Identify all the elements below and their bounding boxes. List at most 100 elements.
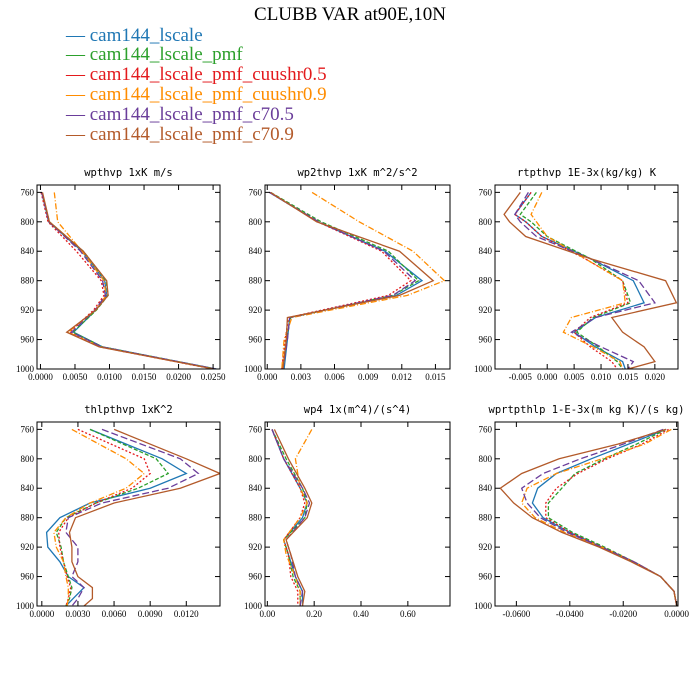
legend-entry-cam144-lscale: — cam144_lscale (66, 25, 203, 46)
series-line-cam144-lscale-pmf-c70-5 (41, 192, 217, 369)
series-group (45, 428, 220, 606)
series-group (499, 428, 678, 606)
panel-title: wprtpthlp 1-E-3x(m kg K)/(s kg) (489, 404, 685, 416)
series-line-cam144-lscale-pmf (547, 428, 678, 606)
y-tick-label: 1000 (474, 601, 493, 611)
series-line-cam144-lscale-pmf-cuushr0-9 (281, 191, 446, 369)
y-tick-label: 840 (249, 246, 263, 256)
panel-title: wp4 1x(m^4)/(s^4) (304, 404, 411, 416)
series-line-cam144-lscale-pmf-c70-5 (269, 191, 417, 369)
x-tick-label: 0.000 (257, 372, 278, 382)
series-line-cam144-lscale (41, 192, 217, 369)
series-line-cam144-lscale-pmf-c70-9 (270, 191, 435, 369)
series-line-cam144-lscale-pmf-c70-5 (271, 429, 311, 606)
x-tick-label: 0.60 (400, 609, 416, 619)
y-tick-label: 1000 (474, 364, 493, 374)
series-line-cam144-lscale (513, 192, 646, 369)
y-tick-label: 880 (479, 276, 493, 286)
x-tick-label: 0.000 (537, 372, 558, 382)
y-tick-label: 880 (249, 276, 263, 286)
series-line-cam144-lscale-pmf-c70-5 (65, 428, 200, 606)
legend-entry-cuushr0-9: — cam144_lscale_pmf_cuushr0.9 (66, 84, 327, 105)
panel-title: wp2thvp 1xK m^2/s^2 (297, 167, 417, 179)
series-group (40, 192, 217, 369)
y-tick-label: 800 (21, 217, 35, 227)
y-tick-label: 960 (479, 335, 493, 345)
x-tick-label: 0.0050 (63, 372, 88, 382)
y-tick-label: 760 (479, 424, 493, 434)
series-line-cam144-lscale-pmf (55, 428, 170, 606)
series-line-cam144-lscale-pmf (270, 191, 420, 369)
series-line-cam144-lscale-pmf-c70-9 (503, 192, 678, 369)
x-tick-label: 0.0060 (102, 609, 127, 619)
chart-panel-1: wpthvp 1xK m/s 0.0000 0.0050 0.0100 0.0150 0.… (16, 167, 226, 382)
x-tick-label: 0.40 (353, 609, 369, 619)
y-tick-label: 880 (21, 513, 35, 523)
x-tick-label: 0.005 (564, 372, 585, 382)
y-tick-label: 760 (249, 187, 263, 197)
y-tick-label: 960 (21, 335, 35, 345)
x-tick-label: 0.015 (425, 372, 446, 382)
chart-panel-6: wprtpthlp 1-E-3x(m kg K)/(s kg) -0.0600 -0… (474, 404, 690, 619)
x-tick-label: 0.00 (259, 609, 275, 619)
x-tick-label: 0.0000 (28, 372, 53, 382)
y-tick-label: 1000 (244, 601, 263, 611)
y-tick-label: 800 (21, 454, 35, 464)
series-line-cam144-lscale-pmf-cuushr0-5 (40, 192, 214, 369)
x-tick-label: 0.009 (358, 372, 379, 382)
x-tick-label: 0.015 (618, 372, 639, 382)
series-group (269, 191, 446, 369)
y-tick-label: 800 (479, 217, 493, 227)
x-tick-label: 0.010 (591, 372, 612, 382)
series-line-cam144-lscale-pmf-c70-9 (499, 428, 678, 606)
y-tick-label: 880 (249, 513, 263, 523)
y-tick-label: 840 (479, 246, 493, 256)
x-tick-label: 0.0090 (138, 609, 163, 619)
x-tick-label: 0.0200 (166, 372, 191, 382)
y-tick-label: 760 (249, 424, 263, 434)
y-tick-label: 880 (21, 276, 35, 286)
y-tick-label: 840 (249, 483, 263, 493)
series-line-cam144-lscale-pmf-c70-9 (41, 192, 214, 369)
x-tick-label: 0.0000 (664, 609, 689, 619)
x-tick-label: 0.0150 (132, 372, 157, 382)
y-tick-label: 960 (21, 572, 35, 582)
y-tick-label: 920 (21, 305, 35, 315)
chart-panel-3: rtpthvp 1E-3x(kg/kg) K -0.005 0.000 0.005 0.… (474, 167, 679, 382)
legend-entry-c70-9: — cam144_lscale_pmf_c70.9 (66, 124, 294, 145)
legend-entry-cam144-lscale-pmf: — cam144_lscale_pmf (66, 44, 243, 65)
x-tick-label: 0.0030 (66, 609, 91, 619)
plot-frame (36, 421, 221, 607)
chart-panel-4: thlpthvp 1xK^2 0.0000 0.0030 0.0060 0.0090 0.… (16, 404, 221, 619)
y-tick-label: 840 (21, 246, 35, 256)
y-tick-label: 920 (21, 542, 35, 552)
y-tick-label: 1000 (16, 364, 35, 374)
series-line-cam144-lscale-pmf-c70-9 (68, 428, 220, 606)
x-tick-label: -0.005 (509, 372, 533, 382)
plot-frame (494, 184, 679, 370)
series-line-cam144-lscale-pmf-cuushr0-9 (53, 192, 215, 369)
legend-entry-cuushr0-5: — cam144_lscale_pmf_cuushr0.5 (66, 64, 327, 85)
y-tick-label: 800 (249, 217, 263, 227)
y-tick-label: 760 (479, 187, 493, 197)
x-tick-label: -0.0400 (556, 609, 584, 619)
y-tick-label: 920 (479, 305, 493, 315)
chart-panel-2: wp2thvp 1xK m^2/s^2 0.000 0.003 0.006 0.009 0… (244, 167, 451, 382)
y-tick-label: 880 (479, 513, 493, 523)
y-tick-label: 1000 (16, 601, 35, 611)
series-group (503, 192, 678, 369)
y-tick-label: 960 (479, 572, 493, 582)
series-line-cam144-lscale-pmf-c70-9 (273, 429, 313, 606)
x-tick-label: -0.0600 (502, 609, 530, 619)
series-line-cam144-lscale-pmf (41, 192, 216, 369)
series-line-cam144-lscale (271, 429, 308, 606)
x-tick-label: 0.0100 (97, 372, 122, 382)
series-line-cam144-lscale-pmf-cuushr0-5 (271, 429, 306, 606)
x-tick-label: 0.0250 (201, 372, 226, 382)
y-tick-label: 920 (249, 305, 263, 315)
y-tick-label: 960 (249, 572, 263, 582)
panel-title: wpthvp 1xK m/s (84, 167, 173, 179)
x-tick-label: 0.0120 (174, 609, 199, 619)
y-tick-label: 920 (479, 542, 493, 552)
